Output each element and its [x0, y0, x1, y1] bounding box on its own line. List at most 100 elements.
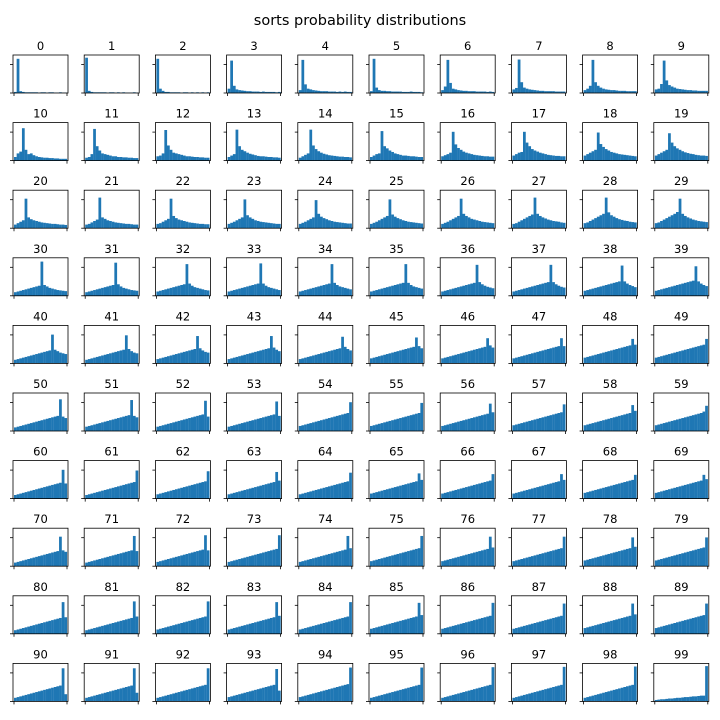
histogram-bar — [243, 692, 247, 702]
histogram-bar — [451, 490, 455, 499]
histogram-bar — [238, 288, 241, 296]
histogram-bar — [549, 264, 553, 296]
histogram-bar — [272, 347, 276, 364]
histogram-bar — [546, 282, 550, 296]
histogram-bar — [114, 554, 118, 567]
histogram-bar — [470, 218, 474, 229]
histogram-bar — [298, 494, 302, 499]
panel-title: 36 — [460, 242, 475, 256]
histogram-bar — [95, 146, 99, 161]
histogram-bar — [24, 559, 28, 567]
panel-89: 89 — [650, 580, 710, 637]
histogram-bar — [264, 285, 268, 296]
histogram-bar — [538, 351, 542, 364]
histogram-bar — [85, 157, 88, 161]
panel-96: 96 — [437, 647, 496, 705]
panel-70: 70 — [10, 512, 69, 570]
histogram-bar — [298, 425, 302, 431]
histogram-bar — [117, 157, 120, 161]
histogram-bar — [185, 418, 189, 431]
histogram-bar — [694, 154, 698, 161]
histogram-bar — [156, 291, 160, 296]
histogram-bar — [660, 221, 663, 229]
histogram-bar — [196, 618, 199, 634]
histogram-bar — [246, 91, 249, 93]
histogram-bar — [301, 696, 305, 702]
histogram-bar — [483, 617, 487, 634]
histogram-bar — [699, 413, 703, 431]
histogram-bar — [306, 492, 310, 499]
histogram-bar — [156, 156, 160, 161]
histogram-bar — [612, 90, 616, 93]
panel-frame — [510, 460, 567, 500]
histogram-bar — [24, 289, 28, 296]
histogram-bar — [248, 488, 252, 499]
histogram-bar — [491, 474, 495, 499]
histogram-bar — [174, 153, 178, 161]
histogram-bar — [48, 223, 52, 229]
histogram-bar — [275, 349, 279, 364]
histogram-bar — [43, 157, 46, 161]
histogram-bar — [602, 213, 605, 229]
panel-30: 30 — [10, 242, 69, 299]
histogram-bar — [480, 482, 484, 499]
histogram-bar — [409, 482, 413, 499]
histogram-bar — [670, 142, 674, 161]
panel-90: 90 — [10, 647, 69, 705]
histogram-bar — [132, 415, 136, 431]
histogram-bar — [346, 157, 350, 161]
histogram-bar — [37, 691, 41, 702]
histogram-bar — [330, 417, 334, 431]
histogram-bar — [686, 90, 690, 93]
histogram-bar — [206, 157, 210, 161]
histogram-bar — [694, 266, 698, 296]
histogram-bar — [109, 691, 112, 702]
histogram-bar — [628, 548, 632, 567]
histogram-bar — [301, 561, 305, 567]
panel-title: 24 — [318, 174, 333, 188]
histogram-bar — [48, 688, 52, 702]
panel-title: 76 — [460, 512, 475, 526]
histogram-bar — [19, 151, 23, 161]
panel-frame — [582, 595, 638, 635]
histogram-bar — [124, 484, 128, 499]
histogram-bar — [562, 91, 566, 93]
histogram-bar — [109, 285, 112, 296]
panel-92: 92 — [152, 647, 211, 705]
panel-frame — [439, 122, 496, 161]
histogram-bar — [172, 287, 176, 296]
histogram-bar — [631, 684, 635, 702]
histogram-bar — [243, 625, 247, 634]
panel-title: 48 — [603, 309, 618, 323]
panel-frame — [226, 122, 283, 161]
histogram-bar — [85, 426, 88, 431]
histogram-bar — [130, 290, 133, 296]
histogram-bar — [549, 155, 553, 161]
histogram-bar — [251, 154, 255, 161]
histogram-bar — [309, 288, 313, 296]
panel-63: 63 — [223, 445, 283, 502]
histogram-bar — [396, 621, 400, 634]
panel-title: 46 — [460, 309, 475, 323]
histogram-bar — [473, 91, 476, 93]
histogram-bar — [520, 626, 524, 634]
histogram-bar — [45, 157, 49, 161]
histogram-bar — [586, 222, 589, 229]
histogram-bar — [119, 286, 123, 296]
histogram-bar — [665, 287, 669, 296]
panel-frame — [582, 324, 638, 364]
histogram-bar — [488, 480, 492, 499]
histogram-bar — [538, 553, 542, 567]
histogram-bar — [124, 335, 128, 364]
histogram-bar — [689, 348, 692, 364]
histogram-bar — [190, 349, 194, 364]
histogram-bar — [21, 628, 25, 634]
histogram-bar — [301, 156, 305, 161]
histogram-bar — [312, 355, 315, 364]
histogram-bar — [602, 285, 605, 296]
histogram-bar — [654, 89, 658, 93]
histogram-bar — [478, 155, 482, 161]
panel-frame — [12, 54, 69, 94]
histogram-bar — [541, 553, 545, 567]
histogram-bar — [631, 338, 635, 364]
